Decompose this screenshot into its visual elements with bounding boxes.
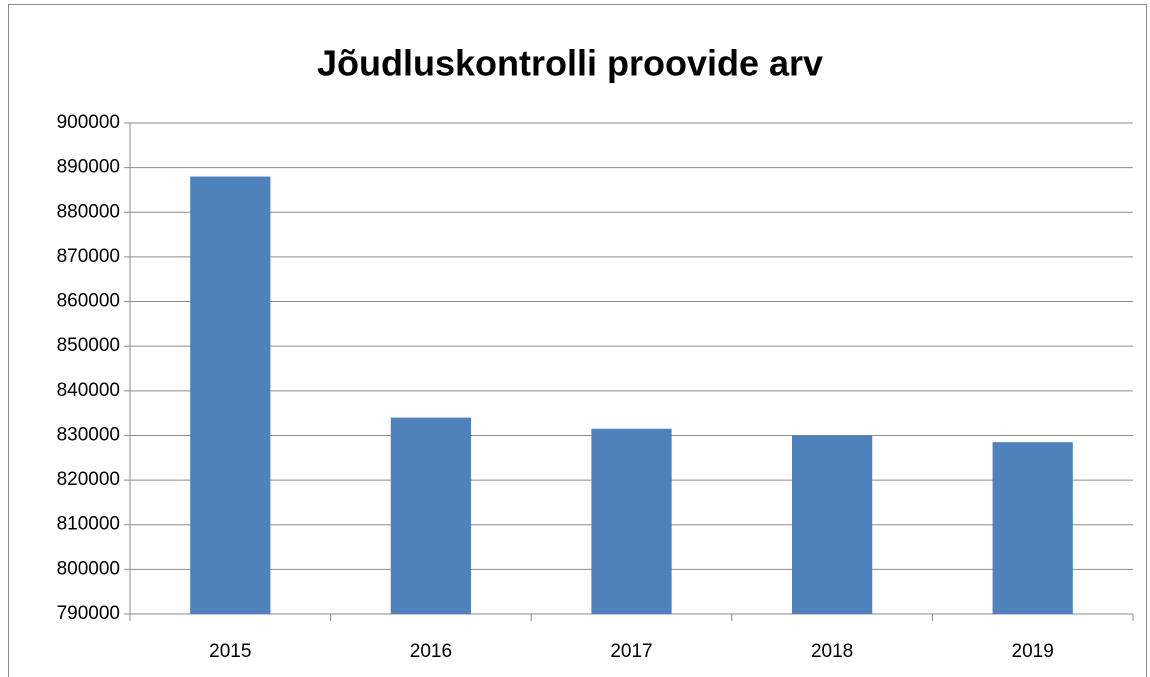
bar [390, 417, 472, 614]
chart-title: Jõudluskontrolli proovide arv [317, 43, 823, 84]
y-tick-label: 880000 [57, 201, 120, 222]
y-tick-label: 850000 [57, 335, 120, 356]
y-tick-label: 900000 [57, 112, 120, 133]
x-tick-label: 2017 [610, 641, 652, 662]
x-tick-label: 2019 [1012, 641, 1054, 662]
chart-frame [8, 4, 1147, 677]
y-tick-label: 790000 [57, 603, 120, 624]
x-tick-label: 2015 [209, 641, 251, 662]
bar [591, 428, 672, 614]
y-tick-label: 860000 [57, 291, 120, 312]
x-tick-label: 2018 [811, 641, 853, 662]
bar [190, 176, 271, 614]
x-tick-label: 2016 [410, 641, 452, 662]
y-tick-label: 820000 [57, 469, 120, 490]
bar [791, 435, 873, 614]
y-tick-label: 840000 [57, 380, 120, 401]
bar [992, 442, 1073, 614]
y-tick-label: 890000 [57, 157, 120, 178]
y-tick-label: 830000 [57, 424, 120, 445]
y-tick-label: 800000 [57, 558, 120, 579]
y-tick-label: 810000 [57, 514, 120, 535]
y-tick-label: 870000 [57, 246, 120, 267]
